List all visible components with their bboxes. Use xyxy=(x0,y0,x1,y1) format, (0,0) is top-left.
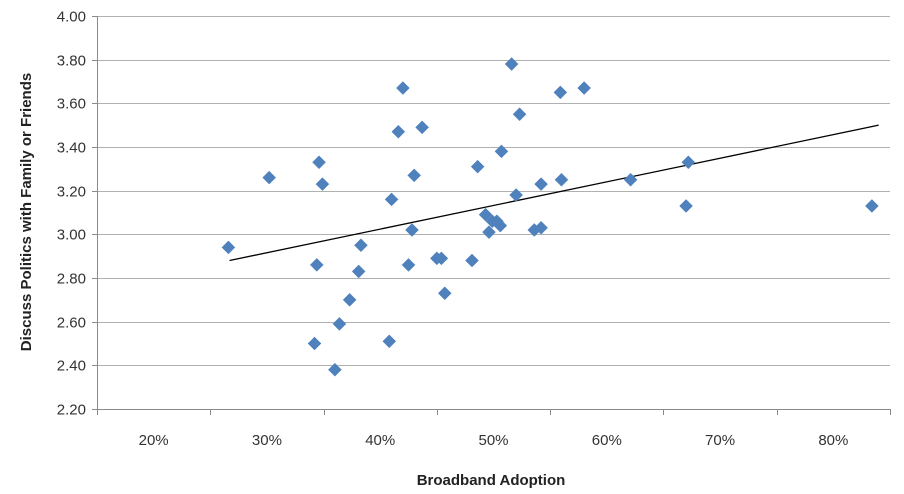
y-tick-label: 3.40 xyxy=(57,140,86,157)
data-point xyxy=(437,286,452,301)
data-point xyxy=(328,362,342,377)
trendline-group xyxy=(229,124,879,262)
y-tick-label: 3.60 xyxy=(57,96,86,113)
data-point xyxy=(332,316,347,331)
y-tick-label: 3.00 xyxy=(57,227,86,244)
x-tick-label: 30% xyxy=(252,432,282,449)
data-point xyxy=(623,172,638,187)
y-tick-labels: 2.20 2.40 2.60 2.80 3.00 3.20 3.40 3.60 3.80 4.00 xyxy=(57,9,86,419)
y-tick-label: 3.80 xyxy=(57,53,86,70)
x-tick-label: 50% xyxy=(478,432,508,449)
x-tick-label: 70% xyxy=(705,432,735,449)
y-tick-label: 2.40 xyxy=(57,358,86,375)
y-axis-title: Discuss Politics with Family or Friends xyxy=(18,73,35,351)
data-point xyxy=(391,124,406,139)
data-point xyxy=(681,155,696,170)
gridlines xyxy=(97,16,890,410)
x-tick-labels: 20% 30% 40% 50% 60% 70% 80% xyxy=(139,432,849,449)
data-point xyxy=(342,292,357,307)
data-point xyxy=(407,168,422,183)
data-point xyxy=(434,251,449,266)
data-point xyxy=(396,81,410,95)
data-point xyxy=(865,199,879,213)
y-tick-label: 2.20 xyxy=(57,402,86,419)
axes xyxy=(92,16,891,415)
data-point xyxy=(315,177,330,191)
x-axis-title: Broadband Adoption xyxy=(417,472,566,489)
x-tick-label: 80% xyxy=(818,432,848,449)
data-point xyxy=(384,192,399,207)
data-point xyxy=(553,85,568,100)
data-point xyxy=(512,107,527,122)
y-tick-label: 4.00 xyxy=(57,9,86,26)
x-tick-label: 20% xyxy=(139,432,169,449)
data-point xyxy=(679,199,693,213)
data-point xyxy=(534,177,548,191)
x-tick-label: 40% xyxy=(365,432,395,449)
data-point xyxy=(493,218,508,233)
data-point xyxy=(382,334,397,349)
y-tick-label: 3.20 xyxy=(57,184,86,201)
data-point xyxy=(354,238,368,253)
x-tick-label: 60% xyxy=(592,432,622,449)
data-point xyxy=(470,159,485,174)
y-tick-label: 2.60 xyxy=(57,315,86,332)
data-points xyxy=(221,57,879,377)
data-point xyxy=(482,225,496,240)
data-point xyxy=(509,188,524,202)
data-point xyxy=(351,264,366,279)
data-point xyxy=(221,240,236,255)
data-point xyxy=(401,258,416,272)
data-point xyxy=(309,258,324,272)
trendline xyxy=(229,124,879,262)
data-point xyxy=(504,57,519,71)
data-point xyxy=(307,336,322,351)
data-point xyxy=(465,253,479,268)
y-tick-label: 2.80 xyxy=(57,271,86,288)
data-point xyxy=(312,155,326,170)
data-point xyxy=(494,144,509,159)
data-point xyxy=(262,170,277,185)
data-point xyxy=(554,172,569,187)
data-point xyxy=(405,223,419,237)
data-point xyxy=(415,120,429,135)
data-point xyxy=(577,81,591,95)
data-point xyxy=(534,220,548,235)
